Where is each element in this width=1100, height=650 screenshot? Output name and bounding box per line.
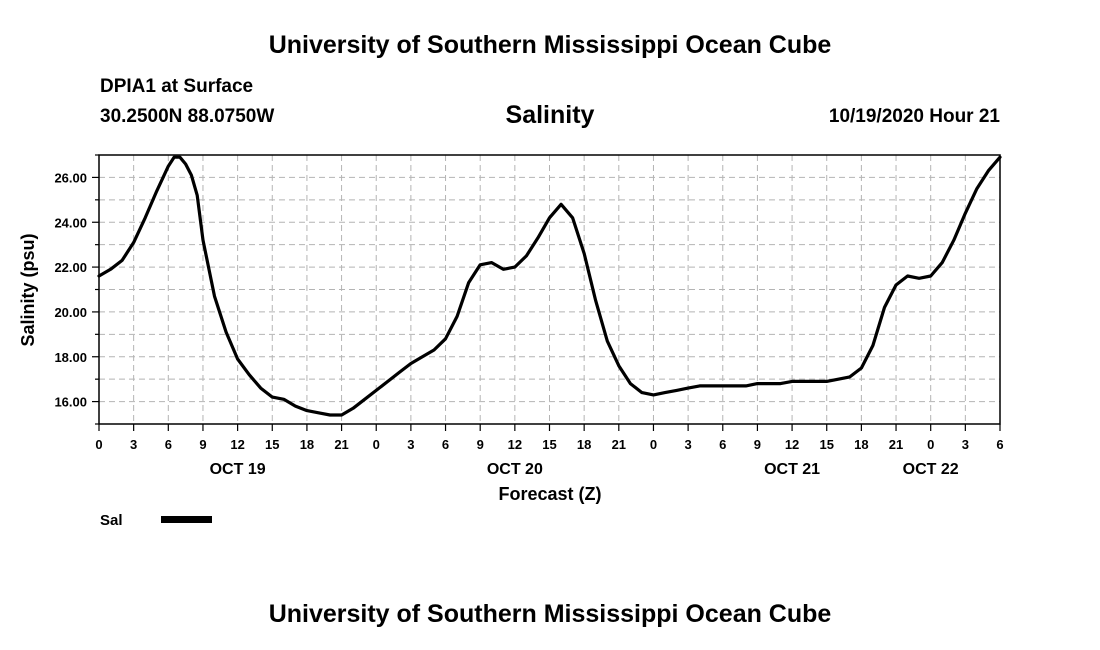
x-tick-label: 21 <box>334 437 348 452</box>
x-tick-label: 3 <box>407 437 414 452</box>
y-tick-label: 24.00 <box>54 215 87 230</box>
chart-title: Salinity <box>505 101 595 129</box>
date-label: OCT 21 <box>764 461 820 478</box>
plot-frame <box>98 154 1001 425</box>
salinity-series-line <box>97 155 1002 417</box>
x-tick-label: 9 <box>199 437 206 452</box>
x-tick-label: 3 <box>130 437 137 452</box>
x-tick-label: 6 <box>719 437 726 452</box>
y-tick-label: 18.00 <box>54 350 87 365</box>
x-tick-label: 9 <box>477 437 484 452</box>
x-tick-label: 15 <box>265 437 279 452</box>
x-tick-labels: 0 3 6 9 12 15 18 21 0 3 6 9 12 15 18 21 0 3 6 9 12 15 18 21 0 3 6 <box>95 437 1003 452</box>
x-tick-label: 21 <box>612 437 626 452</box>
y-tick-label: 26.00 <box>54 170 87 185</box>
x-tick-label: 12 <box>230 437 244 452</box>
date-label: OCT 20 <box>487 461 543 478</box>
x-tick-label: 3 <box>962 437 969 452</box>
legend-swatch-sal <box>161 516 212 523</box>
y-tick-labels: 16.00 18.00 20.00 22.00 24.00 26.00 <box>54 170 87 409</box>
x-tick-label: 18 <box>577 437 591 452</box>
date-label: OCT 19 <box>210 461 266 478</box>
x-tick-label: 0 <box>927 437 934 452</box>
page-title: University of Southern Mississippi Ocean… <box>268 31 832 59</box>
x-tick-label: 0 <box>650 437 657 452</box>
x-tick-label: 18 <box>854 437 868 452</box>
x-tick-label: 12 <box>508 437 522 452</box>
coordinates-label: 30.2500N 88.0750W <box>100 106 275 127</box>
footer-title: University of Southern Mississippi Ocean… <box>268 600 832 628</box>
x-tick-label: 18 <box>300 437 314 452</box>
x-tick-label: 21 <box>889 437 903 452</box>
x-tick-label: 0 <box>95 437 102 452</box>
x-tick-label: 9 <box>754 437 761 452</box>
x-tick-label: 15 <box>819 437 833 452</box>
forecast-datetime: 10/19/2020 Hour 21 <box>828 106 1000 127</box>
x-tick-label: 6 <box>996 437 1003 452</box>
y-tick-label: 20.00 <box>54 305 87 320</box>
x-tick-label: 6 <box>442 437 449 452</box>
x-axis-title: Forecast (Z) <box>498 484 601 504</box>
date-label: OCT 22 <box>903 461 959 478</box>
y-tick-label: 16.00 <box>54 395 87 410</box>
x-tick-label: 12 <box>785 437 799 452</box>
station-label: DPIA1 at Surface <box>100 76 254 97</box>
y-axis-title: Salinity (psu) <box>18 233 38 346</box>
x-tick-label: 6 <box>165 437 172 452</box>
x-tick-label: 15 <box>542 437 556 452</box>
axis-ticks <box>92 154 1001 431</box>
date-labels: OCT 19 OCT 20 OCT 21 OCT 22 <box>210 461 959 478</box>
legend: Sal <box>100 512 212 529</box>
x-tick-label: 0 <box>373 437 380 452</box>
y-tick-label: 22.00 <box>54 260 87 275</box>
grid <box>99 155 1000 424</box>
legend-label-sal: Sal <box>100 512 123 529</box>
x-tick-label: 3 <box>684 437 691 452</box>
